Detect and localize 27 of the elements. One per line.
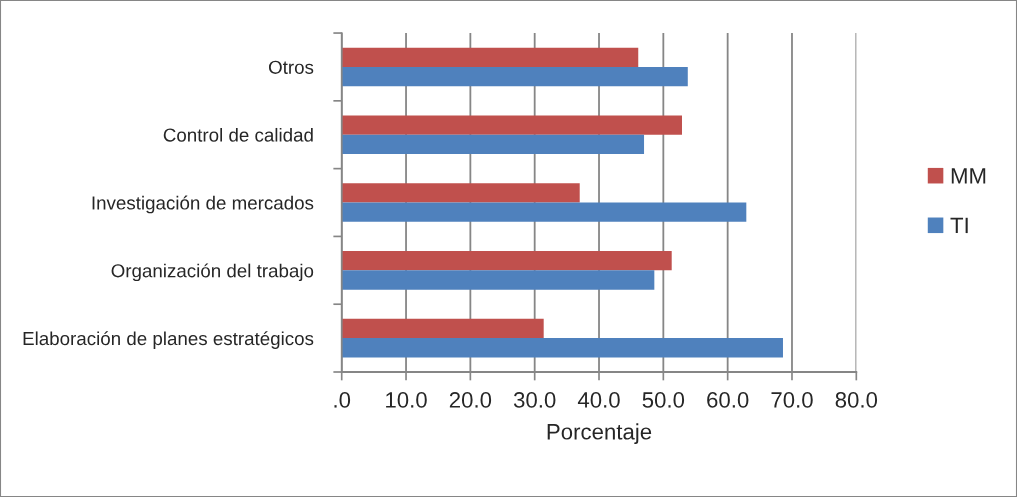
x-tick-label: .0 <box>334 392 351 408</box>
legend-label: TI <box>950 217 968 234</box>
y-tick-label: Organización del trabajo <box>111 263 314 282</box>
x-tick-label: 60.0 <box>707 392 749 408</box>
y-tick-label: Investigación de mercados <box>92 195 314 214</box>
bar <box>341 338 783 358</box>
x-tick-label: 10.0 <box>386 392 427 408</box>
x-axis-title: Porcentaje <box>547 423 652 444</box>
x-tick-label: 40.0 <box>577 392 620 408</box>
bar <box>341 134 645 155</box>
legend-label: MM <box>951 168 986 184</box>
x-tick-label: 20.0 <box>449 392 492 408</box>
y-tick-label: Elaboración de planes estratégicos <box>23 331 314 349</box>
bar <box>341 270 655 290</box>
y-tick-label: Otros <box>268 60 314 74</box>
bar <box>341 183 580 203</box>
bar <box>341 47 639 67</box>
y-tick-label: Control de calidad <box>163 127 313 142</box>
x-tick-label: 50.0 <box>642 392 685 408</box>
bar <box>341 115 682 135</box>
x-tick-label: 70.0 <box>771 392 813 408</box>
bar <box>341 318 544 339</box>
bar <box>341 251 672 271</box>
bar <box>341 66 688 87</box>
x-tick-label: 80.0 <box>835 392 878 408</box>
bar <box>341 202 747 222</box>
x-tick-label: 30.0 <box>513 392 556 408</box>
